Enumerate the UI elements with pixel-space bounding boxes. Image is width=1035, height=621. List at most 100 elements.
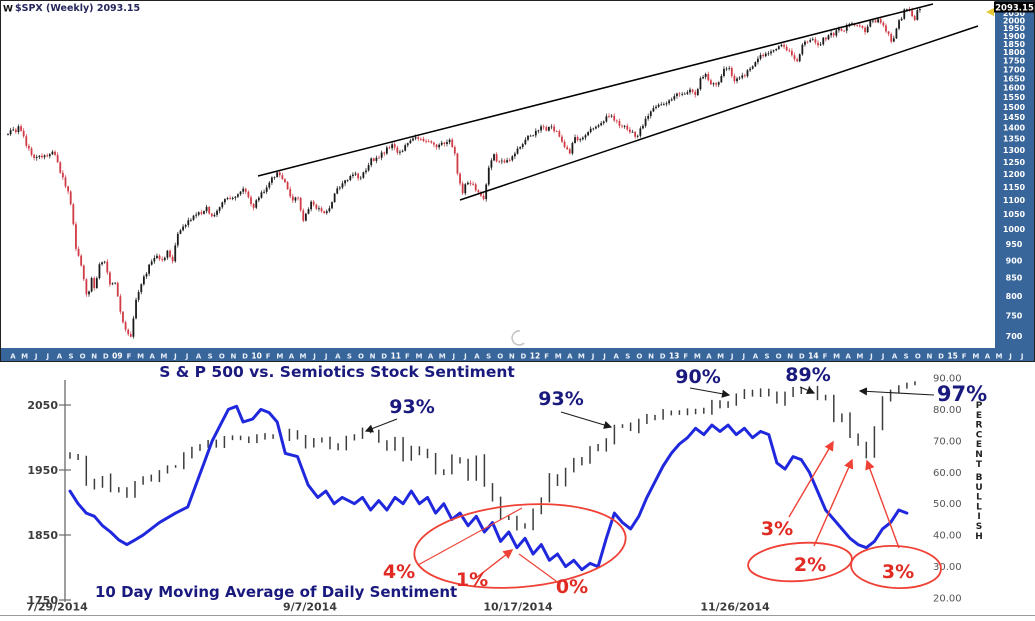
price-tag-marker-icon: [986, 8, 994, 16]
month-label: A: [706, 353, 712, 361]
month-label: J: [312, 353, 316, 361]
month-label: J: [173, 353, 177, 361]
price-tag-background: [994, 1, 1035, 13]
price-tick-label: 1600: [1003, 84, 1026, 93]
price-tick-label: 1250: [1003, 158, 1026, 167]
month-label: A: [892, 353, 898, 361]
month-label: J: [34, 353, 38, 361]
month-label: J: [463, 353, 467, 361]
month-label: M: [555, 353, 562, 361]
right-tick-label: 70.00: [933, 436, 962, 447]
sentiment-panel: S & P 500 vs. Semiotics Stock Sentiment …: [0, 363, 1035, 616]
price-left-axis: 2050 1950 1850 1750: [27, 380, 71, 607]
price-tick-label: 950: [1006, 240, 1023, 249]
month-label: N: [509, 353, 515, 361]
month-label: O: [497, 353, 503, 361]
month-label: A: [753, 353, 759, 361]
month-label: F: [127, 353, 132, 361]
month-label: N: [91, 353, 97, 361]
date-label: 10/17/2014: [483, 601, 553, 614]
month-label: M: [21, 353, 28, 361]
month-label: S: [625, 353, 630, 361]
month-label: J: [730, 353, 734, 361]
red-pointer-arrow: [788, 440, 834, 518]
month-label: N: [230, 353, 236, 361]
right-axis-title-letter: R: [976, 421, 983, 431]
sentiment-high-label: 93%: [538, 388, 583, 410]
month-label: A: [428, 353, 434, 361]
price-tick-label: 1950: [1003, 24, 1026, 33]
right-axis-title-letter: E: [976, 411, 982, 421]
month-label: S: [208, 353, 213, 361]
month-label: O: [636, 353, 642, 361]
month-label: M: [276, 353, 283, 361]
navy-pointer-arrow: [858, 387, 935, 396]
month-label: N: [370, 353, 376, 361]
red-pointer-line: [417, 507, 523, 566]
price-tick-label: 1050: [1003, 210, 1026, 219]
red-pointer-arrow: [813, 458, 854, 547]
sentiment-line-layer: [68, 404, 909, 572]
year-label: 10: [251, 352, 261, 361]
navy-pointer-arrow: [799, 386, 816, 395]
sentiment-low-label: 1%: [456, 569, 488, 591]
year-label: 11: [391, 352, 401, 361]
right-axis-title-letter: P: [976, 401, 983, 411]
sentiment-high-label: 89%: [785, 364, 830, 386]
price-tick-label: 1000: [1003, 225, 1026, 234]
year-label: 12: [530, 352, 540, 361]
price-tick-label: 1850: [1003, 40, 1026, 49]
month-label: F: [544, 353, 549, 361]
last-price-tag: 2093.15: [986, 1, 1035, 16]
price-tick-label: 2050: [1003, 9, 1026, 18]
month-label: A: [335, 353, 341, 361]
month-label: M: [856, 353, 863, 361]
month-label: D: [103, 353, 109, 361]
spx-weekly-panel: 2050200019501900185018001750170016501600…: [0, 0, 1035, 362]
month-label: A: [289, 353, 295, 361]
price-tick-label: 1750: [1003, 57, 1026, 66]
price-tick-label: 1650: [1003, 74, 1026, 83]
month-label: J: [591, 353, 595, 361]
price-tick-label: 1450: [1003, 113, 1026, 122]
daily-price-bars: [69, 381, 916, 531]
price-tick-label: 1100: [1003, 196, 1026, 205]
month-label: N: [787, 353, 793, 361]
red-circle-annotation: [413, 503, 627, 589]
right-tick-label: 30.00: [933, 562, 962, 573]
sentiment-low-label: 0%: [556, 576, 588, 598]
price-tick-label: 800: [1006, 292, 1023, 301]
red-circle-annotation: [850, 544, 942, 590]
percent-right-axis: 90.00 80.00 70.00 60.00 50.00 40.00 30.00 20.00…: [933, 374, 983, 605]
right-tick-label: 60.00: [933, 468, 962, 479]
right-tick-label: 40.00: [933, 531, 962, 542]
month-label: J: [881, 353, 885, 361]
month-label: J: [451, 353, 455, 361]
month-label: F: [683, 353, 688, 361]
month-label: F: [266, 353, 271, 361]
right-axis-title-letter: N: [975, 450, 983, 460]
right-tick-label: 50.00: [933, 499, 962, 510]
month-label: D: [660, 353, 666, 361]
month-label: N: [926, 353, 932, 361]
month-label: A: [196, 353, 202, 361]
date-label: 9/7/2014: [283, 601, 337, 614]
month-label: M: [717, 353, 724, 361]
month-label: S: [904, 353, 909, 361]
chart-logo-icon: W: [3, 5, 13, 15]
right-tick-label: 90.00: [933, 374, 962, 385]
year-label: 13: [669, 352, 679, 361]
footnote-label: 10 Day Moving Average of Daily Sentiment: [95, 583, 457, 601]
month-label: J: [185, 353, 189, 361]
price-tick-label: 1500: [1003, 103, 1026, 112]
month-label: S: [347, 353, 352, 361]
right-axis-title-letter: L: [976, 502, 982, 512]
left-tick-label: 1850: [27, 529, 58, 542]
price-tick-label: 1550: [1003, 93, 1026, 102]
right-axis-title-letter: I: [977, 512, 980, 522]
sentiment-high-label: 97%: [937, 382, 987, 406]
month-label: M: [996, 353, 1003, 361]
left-tick-label: 1950: [27, 464, 58, 477]
